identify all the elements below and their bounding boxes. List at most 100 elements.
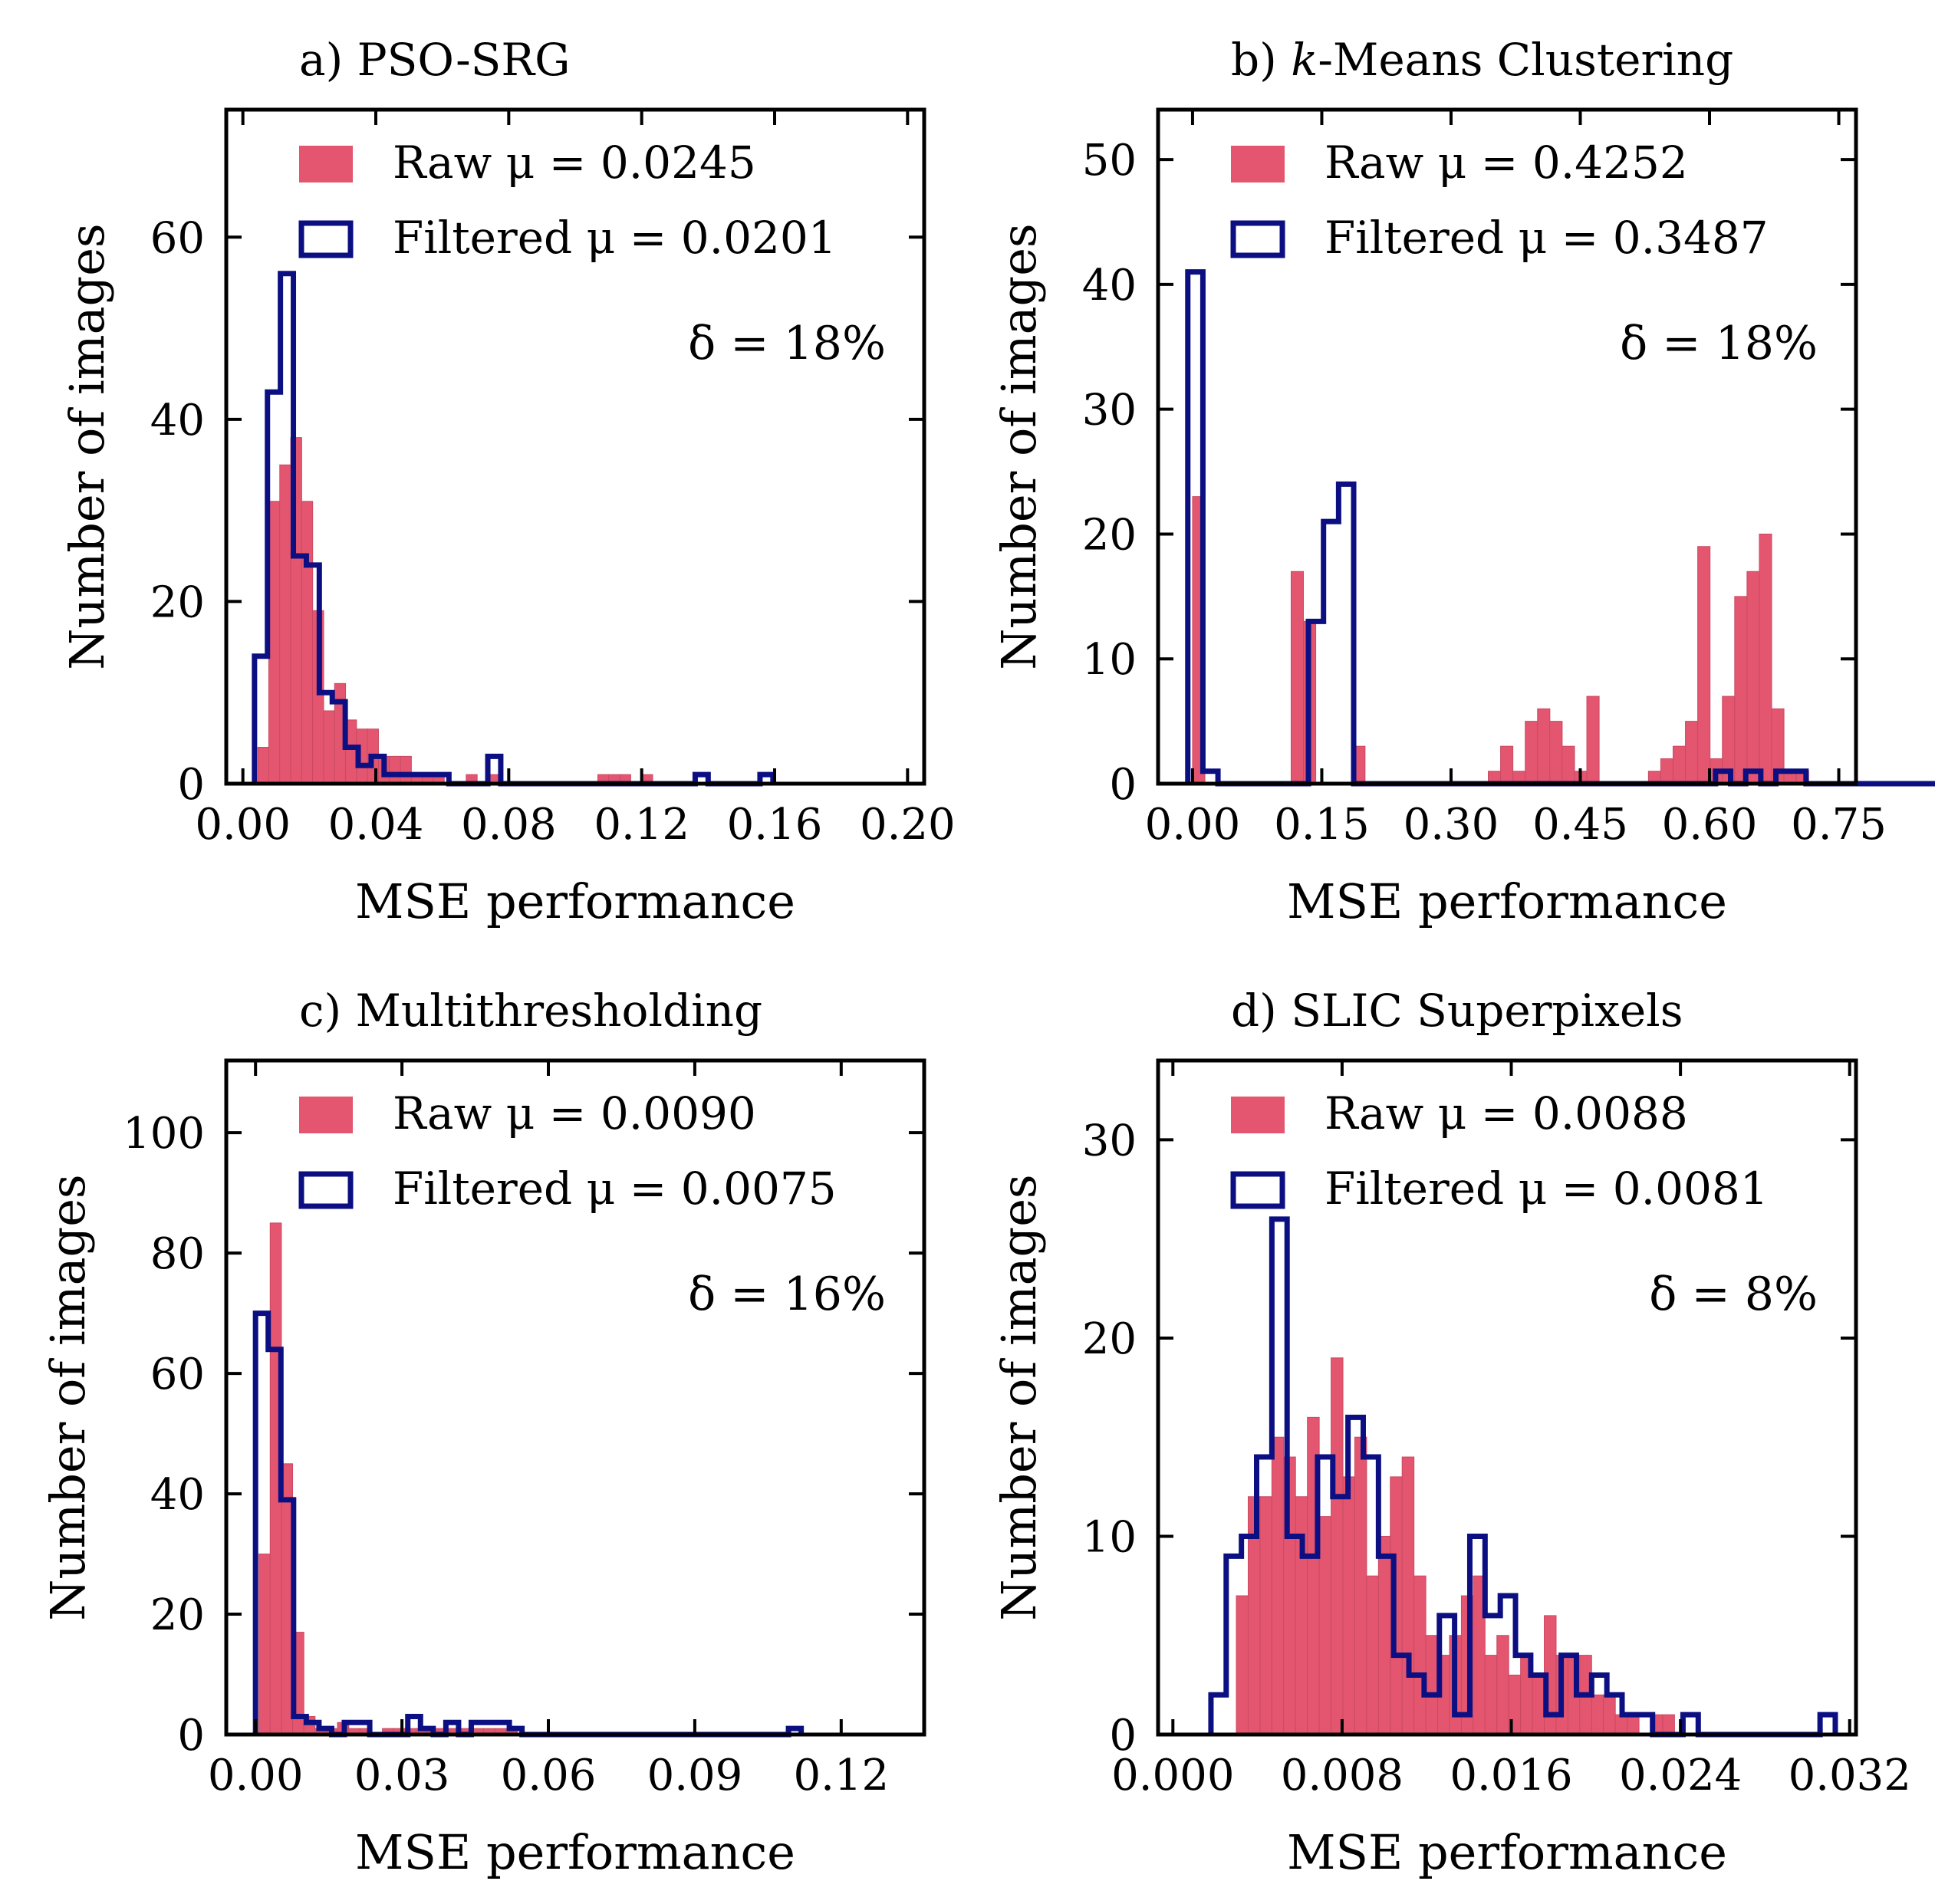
legend: Raw μ = 0.4252 Filtered μ = 0.3487 (1230, 136, 1769, 264)
x-axis-label: MSE performance (355, 873, 795, 929)
x-tick-label: 0.000 (1111, 1751, 1234, 1800)
x-tick-label: 0.45 (1532, 800, 1628, 850)
raw-bar (1561, 745, 1575, 784)
raw-bar (1377, 1535, 1391, 1735)
chart-title: a) PSO-SRG (299, 34, 570, 86)
y-tick-label: 40 (150, 396, 205, 446)
x-tick-label: 0.04 (328, 800, 424, 850)
raw-bar (1318, 1516, 1332, 1735)
y-tick-label: 20 (1082, 510, 1137, 560)
x-tick-label: 0.09 (647, 1751, 743, 1800)
raw-bar (389, 755, 401, 784)
chart-title-suffix: -Means Clustering (1318, 34, 1733, 86)
raw-bar (1586, 696, 1600, 784)
x-axis-label: MSE performance (355, 1824, 795, 1880)
raw-bar (1366, 1575, 1379, 1735)
legend: Raw μ = 0.0245 Filtered μ = 0.0201 (298, 136, 837, 264)
raw-histogram (1236, 1357, 1675, 1735)
chart-title: d) SLIC Superpixels (1231, 985, 1683, 1037)
legend-label-filtered: Filtered μ = 0.0075 (393, 1162, 837, 1215)
raw-bar (323, 710, 335, 784)
raw-bar (258, 1554, 271, 1735)
raw-bar (1525, 721, 1538, 784)
raw-bar (1532, 1674, 1545, 1735)
raw-bar (257, 746, 269, 784)
raw-bar (1401, 1456, 1415, 1735)
raw-bar (1660, 758, 1673, 784)
axes-frame (1156, 107, 1858, 786)
raw-bar (1331, 1357, 1344, 1735)
x-axis-label: MSE performance (1287, 1824, 1727, 1880)
x-tick-label: 0.00 (208, 1751, 304, 1800)
raw-bar (279, 464, 291, 784)
raw-bar (1413, 1575, 1427, 1735)
raw-bar (1759, 533, 1772, 784)
x-tick-label: 0.16 (727, 800, 823, 850)
chart-panel-a: 0.00 0.04 0.08 0.12 0.16 0.20 0 20 40 60 MSE perfo… (59, 34, 956, 929)
y-tick-label: 40 (150, 1470, 205, 1520)
y-axis-label: Number of images (991, 1174, 1047, 1620)
y-tick-label: 20 (150, 1590, 205, 1640)
raw-bar (1734, 596, 1748, 784)
raw-bar (1295, 1496, 1308, 1735)
raw-bar (301, 501, 314, 784)
raw-bar (1591, 1694, 1604, 1735)
chart-title: c) Multithresholding (299, 985, 762, 1037)
y-tick-label: 30 (1082, 1116, 1137, 1166)
x-tick-label: 0.024 (1619, 1751, 1742, 1800)
y-tick-label: 20 (1082, 1314, 1137, 1364)
chart-title: b) k-Means Clustering (1231, 34, 1733, 86)
x-tick-label: 0.008 (1281, 1751, 1404, 1800)
y-axis-label: Number of images (59, 223, 115, 669)
x-tick-label: 0.15 (1274, 800, 1370, 850)
chart-panel-d: 0.000 0.008 0.016 0.024 0.032 0 10 20 30 MSE perf… (991, 985, 1911, 1880)
axes-frame (1156, 1058, 1858, 1737)
axes-frame (224, 107, 926, 786)
y-tick-label: 0 (177, 760, 205, 810)
delta-annotation: δ = 16% (688, 1268, 886, 1321)
y-tick-label: 20 (150, 577, 205, 627)
raw-bar (1672, 745, 1687, 784)
x-tick-label: 0.75 (1791, 800, 1887, 850)
y-tick-label: 0 (1109, 760, 1137, 810)
delta-annotation: δ = 8% (1649, 1268, 1818, 1321)
raw-bar (1290, 571, 1305, 784)
y-tick-label: 0 (177, 1711, 205, 1761)
filtered-histogram-line (1208, 1216, 1838, 1738)
x-tick-label: 0.60 (1662, 800, 1758, 850)
legend-label-raw: Raw μ = 0.4252 (1325, 136, 1688, 189)
legend-label-filtered: Filtered μ = 0.0081 (1325, 1162, 1769, 1215)
legend-label-filtered: Filtered μ = 0.3487 (1325, 212, 1769, 264)
legend-swatch-raw (1231, 1097, 1285, 1133)
raw-bar (1746, 571, 1760, 784)
raw-bar (1236, 1595, 1249, 1735)
legend-swatch-filtered (1230, 1171, 1285, 1209)
legend-swatch-filtered (298, 220, 354, 258)
x-tick-label: 0.08 (461, 800, 557, 850)
legend-label-raw: Raw μ = 0.0088 (1325, 1087, 1688, 1139)
raw-bar (1500, 745, 1514, 784)
raw-bar (1662, 1714, 1675, 1735)
legend-swatch-raw (299, 1097, 353, 1133)
y-tick-label: 60 (150, 213, 205, 263)
y-tick-label: 80 (150, 1229, 205, 1279)
raw-bar (1342, 1476, 1355, 1735)
legend-label-raw: Raw μ = 0.0090 (393, 1087, 756, 1139)
raw-bar (1425, 1635, 1439, 1735)
legend-swatch-raw (299, 146, 353, 183)
y-axis-label: Number of images (40, 1174, 96, 1620)
raw-bar (1271, 1436, 1285, 1735)
y-axis-label: Number of images (991, 223, 1047, 669)
delta-annotation: δ = 18% (1620, 317, 1818, 370)
chart-panel-c: 0.00 0.03 0.06 0.09 0.12 0 20 40 60 80 100 MSE perf… (40, 985, 926, 1880)
y-tick-label: 50 (1082, 136, 1137, 186)
y-tick-label: 60 (150, 1350, 205, 1399)
y-tick-label: 10 (1082, 635, 1137, 685)
raw-bar (268, 501, 281, 784)
x-tick-label: 0.30 (1404, 800, 1499, 850)
y-tick-label: 10 (1082, 1512, 1137, 1562)
legend: Raw μ = 0.0090 Filtered μ = 0.0075 (298, 1087, 837, 1215)
y-tick-label: 30 (1082, 386, 1137, 436)
raw-bar (1603, 1694, 1616, 1735)
x-tick-label: 0.12 (793, 1751, 889, 1800)
